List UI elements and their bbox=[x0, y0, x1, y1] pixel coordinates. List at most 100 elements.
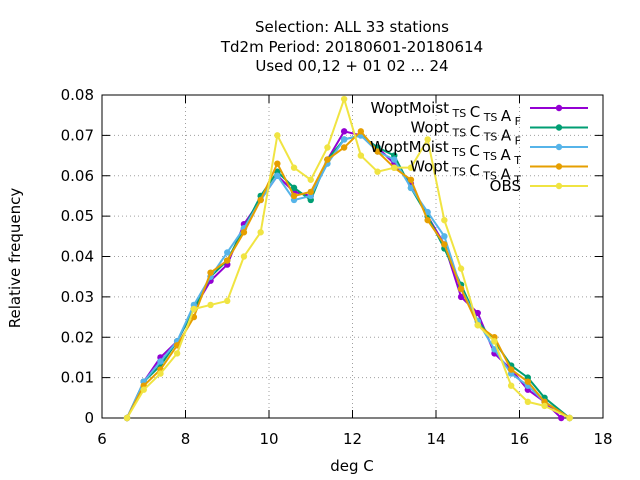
data-point bbox=[474, 321, 481, 329]
data-point bbox=[157, 358, 164, 365]
y-tick-label: 0 bbox=[84, 409, 94, 427]
series-layer bbox=[123, 95, 573, 422]
data-point bbox=[357, 128, 365, 135]
data-point bbox=[541, 402, 548, 410]
data-point bbox=[324, 144, 331, 151]
legend-entry-3: WoptMoist TS C TS A T bbox=[370, 138, 588, 167]
data-point bbox=[391, 164, 398, 171]
data-point bbox=[340, 95, 348, 103]
data-point bbox=[524, 398, 532, 406]
legend-label: OBS bbox=[490, 177, 521, 195]
title-line-2: Td2m Period: 20180601-20180614 bbox=[220, 38, 483, 56]
data-point bbox=[324, 156, 331, 163]
series-5 bbox=[123, 95, 573, 422]
plot-frame bbox=[101, 94, 604, 419]
data-point bbox=[290, 184, 298, 192]
title-line-3: Used 00,12 + 01 02 ... 24 bbox=[255, 57, 448, 75]
legend-entry-2: Wopt TS C TS A F bbox=[410, 119, 588, 148]
data-point bbox=[441, 216, 448, 224]
data-point bbox=[441, 233, 448, 240]
legend-marker bbox=[555, 104, 563, 112]
data-point bbox=[307, 176, 314, 183]
data-point bbox=[457, 293, 465, 301]
data-point bbox=[290, 192, 298, 200]
legend-marker bbox=[555, 124, 563, 131]
data-point bbox=[274, 172, 281, 179]
data-point bbox=[507, 382, 515, 389]
data-point bbox=[491, 338, 498, 345]
data-point bbox=[457, 265, 465, 272]
legend-label: WoptMoist TS C TS A F bbox=[371, 99, 522, 128]
data-point bbox=[391, 156, 398, 163]
data-point bbox=[257, 196, 264, 204]
axes: 0 0.01 0.02 0.03 0.04 0.05 0.06 0.07 0.08 6 8 10 12 1… bbox=[61, 86, 613, 448]
data-point bbox=[240, 229, 248, 236]
data-point bbox=[407, 176, 415, 183]
data-point bbox=[307, 188, 314, 196]
x-tick-label: 10 bbox=[259, 430, 278, 448]
legend-marker bbox=[555, 182, 563, 190]
legend-entry-1: WoptMoist TS C TS A F bbox=[371, 99, 588, 128]
y-tick-label: 0.03 bbox=[61, 288, 94, 306]
x-tick-label: 18 bbox=[593, 430, 612, 448]
y-tick-label: 0.08 bbox=[61, 86, 94, 104]
data-point bbox=[190, 305, 198, 313]
data-point bbox=[140, 386, 147, 393]
data-point bbox=[290, 164, 298, 171]
x-axis-label: deg C bbox=[330, 457, 374, 475]
y-tick-label: 0.01 bbox=[61, 369, 94, 387]
title-line-1: Selection: ALL 33 stations bbox=[255, 18, 449, 36]
x-tick-label: 12 bbox=[343, 430, 362, 448]
data-point bbox=[424, 216, 431, 224]
legend-label: Wopt TS C TS A F bbox=[410, 119, 521, 148]
data-point bbox=[340, 144, 348, 151]
y-tick-label: 0.07 bbox=[61, 126, 94, 144]
data-point bbox=[224, 257, 231, 264]
data-point bbox=[558, 414, 565, 422]
data-point bbox=[374, 168, 381, 175]
y-tick-label: 0.02 bbox=[61, 328, 94, 346]
legend: WoptMoist TS C TS A F Wopt TS C TS A F W… bbox=[370, 99, 588, 195]
y-tick-label: 0.04 bbox=[61, 248, 94, 266]
data-point bbox=[207, 269, 214, 276]
data-point bbox=[441, 241, 448, 248]
x-tick-label: 6 bbox=[97, 430, 107, 448]
data-point bbox=[207, 301, 214, 309]
data-point bbox=[474, 309, 481, 317]
data-point bbox=[374, 148, 381, 155]
data-point bbox=[257, 229, 264, 236]
series-4 bbox=[123, 128, 573, 422]
data-point bbox=[157, 370, 164, 377]
chart-title: Selection: ALL 33 stations Td2m Period: … bbox=[220, 18, 483, 75]
data-point bbox=[457, 285, 465, 292]
legend-entry-4: Wopt TS C TS A T bbox=[410, 158, 588, 187]
y-tick-label: 0.05 bbox=[61, 207, 94, 225]
data-point bbox=[340, 128, 348, 135]
data-point bbox=[407, 164, 415, 171]
grid bbox=[102, 95, 603, 418]
data-point bbox=[357, 152, 365, 159]
x-tick-label: 8 bbox=[181, 430, 191, 448]
data-point bbox=[224, 297, 231, 305]
x-tick-label: 16 bbox=[510, 430, 529, 448]
data-point bbox=[507, 366, 515, 373]
legend-label: Wopt TS C TS A T bbox=[410, 158, 521, 187]
data-point bbox=[566, 414, 573, 422]
legend-marker bbox=[555, 143, 563, 151]
data-point bbox=[173, 350, 181, 357]
data-point bbox=[340, 136, 348, 143]
data-point bbox=[123, 414, 131, 422]
data-point bbox=[224, 249, 231, 256]
legend-marker bbox=[555, 163, 563, 170]
y-tick-label: 0.06 bbox=[61, 167, 94, 185]
x-tick-label: 14 bbox=[426, 430, 445, 448]
data-point bbox=[274, 132, 281, 139]
y-axis-label: Relative frequency bbox=[6, 188, 24, 329]
legend-entry-5: OBS bbox=[490, 177, 588, 195]
legend-label: WoptMoist TS C TS A T bbox=[370, 138, 521, 167]
data-point bbox=[424, 136, 431, 143]
data-point bbox=[240, 253, 248, 260]
data-point bbox=[524, 378, 532, 385]
data-point bbox=[274, 160, 281, 167]
